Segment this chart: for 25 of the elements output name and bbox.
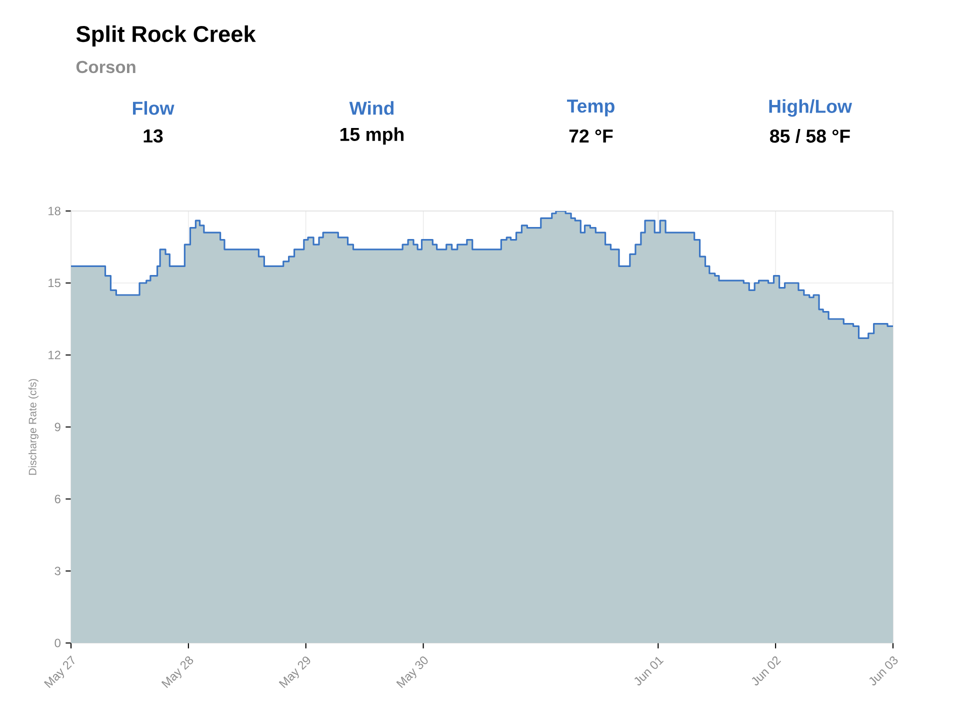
y-tick-label: 6 (54, 494, 60, 504)
text: Wind (349, 101, 394, 115)
text: High/Low (769, 99, 852, 117)
y-tick-label: 15 (48, 278, 60, 288)
y-tick-label: 18 (48, 206, 60, 216)
x-tick-label: Jun 02 (752, 656, 782, 686)
y-tick-label: 3 (54, 566, 60, 576)
y-tick-label: 12 (48, 350, 60, 360)
text: Flow (133, 101, 174, 115)
x-tick-label: Jun 03 (869, 656, 898, 686)
x-tick-label: May 27 (44, 656, 74, 688)
text: 85 / 58 °F (770, 129, 850, 143)
x-tick-label: Jun 01 (634, 656, 664, 686)
y-axis-title: Discharge Rate (cfs) (28, 379, 38, 475)
x-tick-label: May 29 (278, 656, 310, 688)
chart-subtitle: Corson (76, 60, 136, 74)
text: Temp (567, 100, 614, 116)
y-tick-label: 9 (54, 422, 60, 432)
x-tick-label: May 30 (396, 656, 428, 688)
text: 15 mph (340, 127, 404, 145)
y-tick-label: 0 (54, 638, 60, 648)
text: 13 (144, 129, 163, 143)
text: 72 °F (569, 129, 613, 143)
chart-title: Split Rock Creek (76, 25, 256, 47)
x-tick-label: May 28 (161, 656, 194, 688)
